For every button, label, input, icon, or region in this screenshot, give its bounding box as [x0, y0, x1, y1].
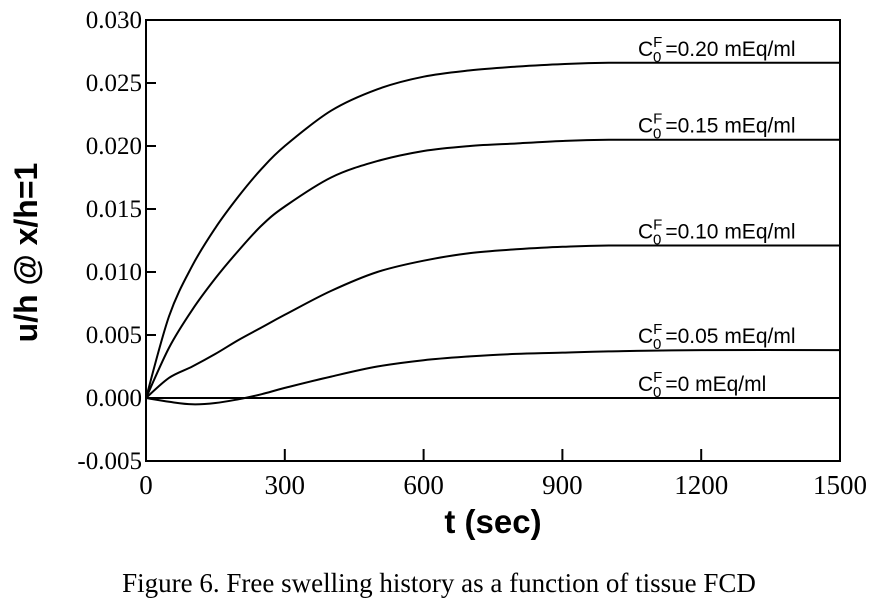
x-axis-label: t (sec) [444, 503, 541, 540]
x-tick-label: 300 [265, 470, 306, 500]
series-label: CF 0 =0.10 mEq/ml [638, 217, 796, 249]
y-axis-label: u/h @ x/h=1 [8, 163, 44, 343]
y-axis-ticks: -0.005 0.000 0.005 0.010 0.015 0.020 0.025 0.03… [77, 7, 156, 475]
y-tick-label: 0.005 [86, 322, 142, 349]
x-tick-label: 600 [403, 470, 444, 500]
series-line [145, 138, 840, 399]
y-tick-label: 0.020 [86, 133, 142, 160]
series-label: CF 0 =0.20 mEq/ml [638, 34, 796, 66]
x-tick-label: 0 [139, 470, 153, 500]
series-label: CF 0 =0 mEq/ml [638, 369, 766, 401]
series-lines [145, 61, 841, 406]
x-tick-label: 900 [542, 470, 583, 500]
series-line [145, 244, 840, 399]
y-tick-label: 0.025 [86, 70, 142, 97]
y-tick-label: -0.005 [77, 448, 142, 475]
series-label: CF 0 =0.05 mEq/ml [638, 321, 796, 353]
y-tick-label: 0.010 [86, 259, 142, 286]
series-line [145, 61, 840, 399]
series-labels: CF 0 =0.20 mEq/ml CF 0 =0.15 mEq/ml CF 0 =0.10 m… [638, 34, 796, 401]
y-tick-label: 0.000 [86, 385, 142, 412]
series-label: CF 0 =0.15 mEq/ml [638, 111, 796, 143]
y-tick-label: 0.015 [86, 196, 142, 223]
y-tick-label: 0.030 [86, 7, 142, 34]
figure-caption: Figure 6. Free swelling history as a fun… [122, 568, 756, 598]
x-tick-label: 1200 [674, 470, 728, 500]
free-swelling-chart: -0.005 0.000 0.005 0.010 0.015 0.020 0.025 0.03… [8, 7, 867, 540]
x-tick-label: 1500 [813, 470, 867, 500]
x-axis-ticks: 0 300 600 900 1200 1500 [139, 449, 867, 500]
plot-frame [145, 19, 841, 462]
series-line [145, 349, 841, 406]
